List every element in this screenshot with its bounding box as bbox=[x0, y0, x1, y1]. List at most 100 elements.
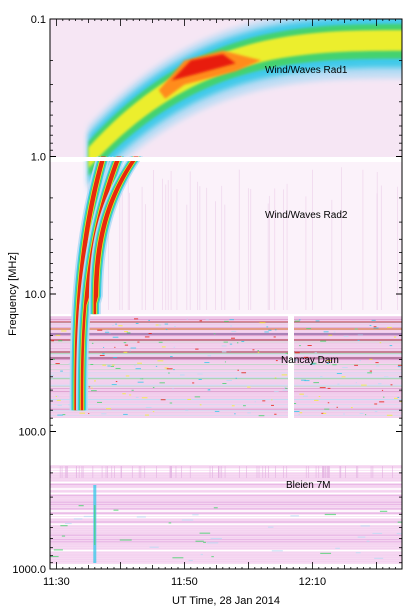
nancay-speckle bbox=[164, 323, 169, 325]
y-tick-label: 0.1 bbox=[31, 14, 46, 26]
nancay-speckle bbox=[134, 365, 136, 367]
nancay-speckle bbox=[273, 336, 276, 338]
nancay-speckle bbox=[118, 325, 123, 327]
nancay-speckle bbox=[302, 395, 308, 397]
nancay-speckle bbox=[307, 345, 312, 347]
nancay-speckle bbox=[397, 366, 401, 368]
burst-lane-2 bbox=[80, 156, 122, 411]
rad1-core-orange bbox=[158, 50, 262, 99]
nancay-speckle bbox=[400, 401, 402, 403]
nancay-speckle bbox=[195, 348, 199, 350]
bleien-speckle bbox=[149, 546, 159, 548]
nancay-speckle bbox=[125, 375, 130, 377]
bleien-speckle bbox=[168, 522, 172, 524]
nancay-speckle bbox=[341, 376, 346, 378]
nancay-speckle bbox=[88, 413, 90, 415]
nancay-speckle bbox=[160, 399, 166, 401]
nancay-speckle bbox=[140, 378, 142, 380]
nancay-speckle bbox=[361, 384, 367, 386]
rad1-core-red bbox=[171, 54, 236, 81]
bleien-speckle bbox=[206, 542, 219, 544]
nancay-speckle bbox=[55, 363, 60, 365]
nancay-speckle bbox=[102, 353, 105, 355]
y-tick-label: 1000.0 bbox=[12, 564, 46, 576]
nancay-speckle bbox=[229, 350, 231, 352]
nancay-speckle bbox=[129, 350, 131, 352]
nancay-speckle bbox=[68, 404, 70, 406]
nancay-speckle bbox=[135, 322, 139, 324]
nancay-speckle bbox=[137, 362, 143, 364]
nancay-speckle bbox=[62, 414, 66, 416]
nancay-speckle bbox=[258, 415, 265, 417]
nancay-speckle bbox=[173, 346, 176, 348]
nancay-speckle bbox=[379, 342, 382, 344]
nancay-speckle bbox=[187, 398, 192, 400]
nancay-speckle bbox=[224, 361, 227, 363]
nancay-speckle bbox=[205, 319, 209, 321]
nancay-speckle bbox=[266, 326, 269, 328]
nancay-speckle bbox=[313, 382, 320, 384]
nancay-speckle bbox=[282, 389, 288, 391]
nancay-speckle bbox=[374, 411, 378, 413]
nancay-speckle bbox=[166, 368, 173, 370]
nancay-speckle bbox=[327, 387, 331, 389]
nancay-speckle bbox=[357, 339, 360, 341]
nancay-speckle bbox=[90, 390, 97, 392]
bleien-speckle bbox=[397, 521, 402, 523]
nancay-speckle bbox=[234, 413, 236, 415]
nancay-speckle bbox=[295, 352, 300, 354]
nancay-speckle bbox=[274, 390, 279, 392]
bleien-speckle bbox=[181, 519, 194, 521]
nancay-speckle bbox=[55, 395, 57, 397]
burst-lane-2 bbox=[76, 156, 126, 411]
nancay-speckle bbox=[247, 412, 251, 414]
nancay-speckle bbox=[252, 349, 255, 351]
nancay-speckle bbox=[158, 341, 163, 343]
nancay-speckle bbox=[221, 351, 227, 353]
nancay-speckle bbox=[311, 362, 317, 364]
nancay-speckle bbox=[58, 340, 63, 342]
nancay-speckle bbox=[199, 320, 203, 322]
nancay-speckle bbox=[134, 318, 139, 320]
nancay-speckle bbox=[326, 360, 332, 362]
bleien-speckle bbox=[357, 536, 366, 538]
nancay-speckle bbox=[157, 360, 164, 362]
nancay-speckle bbox=[61, 330, 67, 332]
nancay-speckle bbox=[369, 324, 372, 326]
x-tick-label: 11:30 bbox=[43, 576, 70, 588]
instrument-labels: Wind/Waves Rad1 Wind/Waves Rad2 Nancay Dam… bbox=[265, 65, 348, 491]
bleien-speckle bbox=[355, 552, 361, 554]
nancay-speckle bbox=[172, 388, 174, 390]
nancay-speckle bbox=[131, 389, 134, 391]
nancay-speckle bbox=[393, 336, 397, 338]
nancay-speckle bbox=[99, 355, 105, 357]
nancay-speckle bbox=[55, 395, 59, 397]
nancay-speckle bbox=[294, 411, 300, 413]
nancay-speckle bbox=[107, 365, 111, 367]
nancay-speckle bbox=[197, 373, 203, 375]
nancay-speckle bbox=[236, 342, 239, 344]
nancay-speckle bbox=[379, 401, 385, 403]
nancay-speckle bbox=[122, 393, 126, 395]
nancay-speckle bbox=[123, 342, 127, 344]
nancay-speckle bbox=[161, 346, 166, 348]
nancay-speckle bbox=[115, 367, 121, 369]
nancay-speckle bbox=[299, 345, 301, 347]
nancay-speckle bbox=[124, 344, 129, 346]
nancay-speckle bbox=[294, 320, 300, 322]
nancay-speckle bbox=[365, 414, 367, 416]
nancay-speckle bbox=[359, 360, 361, 362]
bleien-speckle bbox=[61, 535, 66, 537]
nancay-speckle bbox=[247, 386, 251, 388]
bleien-speckle bbox=[195, 540, 204, 542]
nancay-speckle bbox=[222, 382, 227, 384]
nancay-speckle bbox=[103, 346, 105, 348]
nancay-speckle bbox=[320, 376, 323, 378]
nancay-speckle bbox=[108, 332, 111, 334]
nancay-speckle bbox=[354, 364, 358, 366]
nancay-speckle bbox=[180, 374, 185, 376]
y-axis: 0.1 1.0 10.0 100.0 1000.0 bbox=[12, 14, 402, 576]
nancay-speckle bbox=[231, 330, 237, 332]
nancay-speckle bbox=[213, 333, 216, 335]
nancay-speckle bbox=[79, 412, 86, 414]
